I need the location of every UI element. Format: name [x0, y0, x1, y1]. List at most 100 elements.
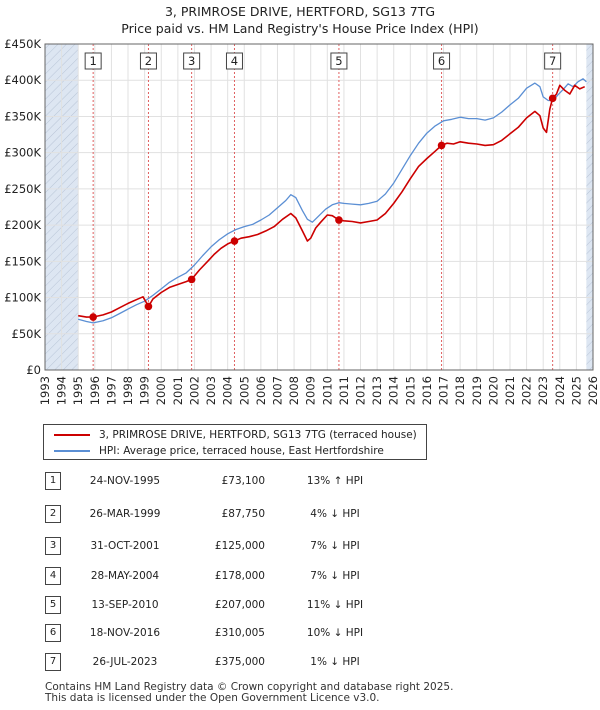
sale-label-box [433, 52, 451, 70]
sale-row: 3 31-OCT-2001 £125,000 7% ↓ HPI [40, 536, 400, 556]
sale-label-box [330, 52, 348, 70]
y-tick-label: £50K [12, 327, 42, 341]
sale-label-box [139, 52, 157, 70]
x-tick-label: 2024 [553, 376, 567, 405]
sale-label-box [84, 52, 102, 70]
sale-date: 31-OCT-2001 [90, 540, 160, 552]
plot-area [45, 44, 593, 370]
sale-label: 1 [89, 54, 96, 68]
footer-licence: This data is licensed under the Open Gov… [45, 692, 380, 704]
sale-hpi-diff: 7% ↓ HPI [310, 570, 360, 582]
sale-hpi-diff: 1% ↓ HPI [310, 656, 360, 668]
sale-price: £87,750 [221, 508, 265, 520]
sale-number-badge: 4 [45, 567, 61, 585]
x-tick-label: 2009 [304, 376, 318, 405]
y-tick-label: £400K [4, 73, 41, 87]
x-tick-label: 1999 [138, 376, 152, 405]
property-line-swatch [54, 434, 90, 436]
footer-copyright: Contains HM Land Registry data © Crown c… [45, 681, 454, 693]
sale-label-box [183, 52, 201, 70]
sale-hpi-diff: 11% ↓ HPI [306, 599, 364, 611]
sale-row: 7 26-JUL-2023 £375,000 1% ↓ HPI [40, 652, 400, 672]
sale-point [548, 94, 557, 103]
sale-date: 13-SEP-2010 [91, 599, 159, 611]
x-tick-label: 2019 [470, 376, 484, 405]
hatch-forecast-region [586, 44, 593, 370]
chart-title: 3, PRIMROSE DRIVE, HERTFORD, SG13 7TG [164, 4, 436, 19]
y-tick-label: £0 [26, 363, 41, 377]
x-tick-label: 1993 [38, 376, 52, 405]
sale-hpi-diff: 13% ↑ HPI [306, 475, 364, 487]
chart-subtitle: Price paid vs. HM Land Registry's House … [121, 21, 479, 36]
sale-row: 4 28-MAY-2004 £178,000 7% ↓ HPI [40, 566, 400, 586]
x-tick-label: 2012 [354, 376, 368, 405]
sale-hpi-diff: 7% ↓ HPI [310, 540, 360, 552]
sale-number-badge: 1 [45, 472, 61, 490]
x-tick-label: 2026 [586, 376, 600, 405]
sale-date: 24-NOV-1995 [89, 475, 161, 487]
sale-label: 2 [145, 54, 152, 68]
sale-label: 4 [231, 54, 238, 68]
y-tick-label: £200K [4, 218, 41, 232]
sale-number-badge: 7 [45, 653, 61, 671]
x-tick-label: 2014 [387, 376, 401, 405]
sale-number-badge: 2 [45, 505, 61, 523]
sale-price: £375,000 [214, 656, 265, 668]
sale-hpi-diff: 4% ↓ HPI [310, 508, 360, 520]
x-tick-label: 2000 [154, 376, 168, 405]
x-tick-label: 2025 [569, 376, 583, 405]
sale-number-badge: 6 [45, 624, 61, 642]
x-tick-label: 2001 [171, 376, 185, 405]
sale-label: 6 [438, 54, 445, 68]
x-tick-label: 2007 [270, 376, 284, 405]
y-tick-label: £100K [4, 291, 41, 305]
sale-price: £207,000 [214, 599, 265, 611]
sale-point [144, 302, 153, 311]
price-chart: 1 2 3 4 5 6 7 £0 £50K £100K £150K £200K £250K £300K £3… [4, 37, 600, 405]
sale-price: £73,100 [221, 475, 265, 487]
x-tick-label: 2004 [221, 376, 235, 405]
x-tick-label: 1996 [88, 376, 102, 405]
x-tick-label: 1997 [104, 376, 118, 405]
sale-label-box [225, 52, 243, 70]
sale-label-box [544, 52, 562, 70]
x-tick-label: 2005 [237, 376, 251, 405]
sale-point [230, 237, 239, 245]
x-tick-label: 2022 [520, 376, 534, 405]
sale-date: 28-MAY-2004 [90, 570, 160, 582]
sale-point [335, 216, 343, 224]
sale-date: 18-NOV-2016 [89, 627, 161, 639]
sale-point [187, 275, 196, 284]
sale-price: £310,005 [214, 627, 265, 639]
sale-point [89, 313, 97, 321]
hpi-line [78, 78, 587, 324]
y-tick-label: £300K [4, 146, 41, 160]
sale-label: 7 [549, 54, 556, 68]
y-tick-label: £450K [4, 37, 41, 51]
plot-frame [44, 43, 594, 371]
x-tick-label: 2002 [187, 376, 201, 405]
sale-price: £125,000 [214, 540, 265, 552]
sale-row: 2 26-MAR-1999 £87,750 4% ↓ HPI [40, 504, 400, 524]
x-tick-label: 2003 [204, 376, 218, 405]
x-tick-label: 2016 [420, 376, 434, 405]
sale-row: 6 18-NOV-2016 £310,005 10% ↓ HPI [40, 623, 400, 643]
hpi-line-swatch [54, 450, 90, 452]
y-tick-label: £350K [4, 109, 41, 123]
x-tick-label: 2013 [370, 376, 384, 405]
sale-date: 26-JUL-2023 [92, 656, 158, 668]
sale-point [437, 141, 446, 150]
y-tick-label: £150K [4, 254, 41, 268]
x-tick-label: 2015 [403, 376, 417, 405]
x-tick-label: 2021 [503, 376, 517, 405]
x-tick-label: 1994 [55, 376, 69, 405]
legend-label-property: 3, PRIMROSE DRIVE, HERTFORD, SG13 7TG (t… [99, 429, 417, 441]
sale-number-badge: 5 [45, 596, 61, 614]
sale-label: 3 [188, 54, 195, 68]
sale-hpi-diff: 10% ↓ HPI [306, 627, 364, 639]
y-tick-label: £250K [4, 182, 41, 196]
x-tick-label: 1995 [71, 376, 85, 405]
sale-row: 1 24-NOV-1995 £73,100 13% ↑ HPI [40, 471, 400, 491]
x-tick-label: 2011 [337, 376, 351, 405]
x-tick-label: 2020 [486, 376, 500, 405]
